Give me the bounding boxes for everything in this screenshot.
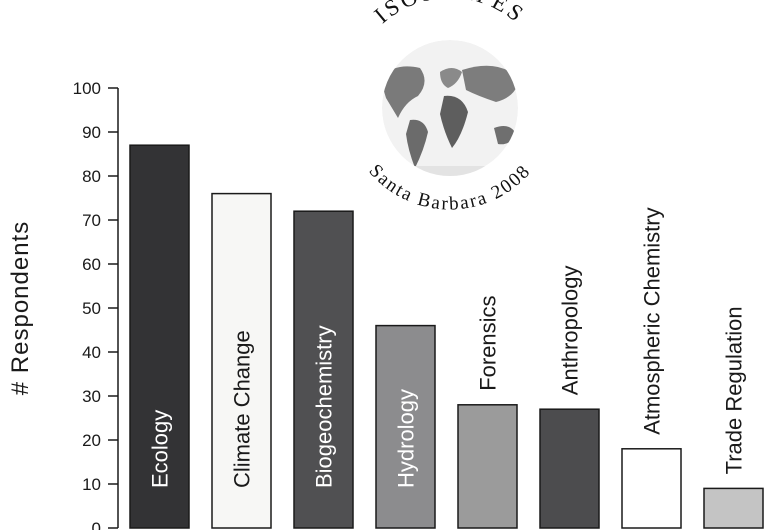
y-tick-label: 80 [82, 167, 101, 186]
y-tick-label: 40 [82, 343, 101, 362]
y-tick-label: 50 [82, 299, 101, 318]
y-tick-label: 70 [82, 211, 101, 230]
y-tick-label: 60 [82, 255, 101, 274]
y-tick-label: 10 [82, 475, 101, 494]
bar-hydrology [375, 324, 436, 529]
bar-biogeochemistry [293, 210, 354, 529]
bar-atmospheric-chemistry [621, 448, 682, 529]
bars [129, 144, 764, 529]
bar-label-climate-change: Climate Change [230, 330, 255, 488]
bar-ecology [129, 144, 190, 529]
y-tick-label: 90 [82, 123, 101, 142]
svg-text:ISOSCAPES: ISOSCAPES [369, 0, 530, 28]
y-axis-ticks: 0 10 20 30 40 50 60 70 80 90 100 [73, 79, 118, 530]
bar-label-anthropology: Anthropology [558, 266, 583, 396]
bar-trade-regulation [703, 487, 764, 529]
bar-label-atmospheric-chemistry: Atmospheric Chemistry [640, 207, 665, 434]
y-tick-label: 20 [82, 431, 101, 450]
y-tick-label: 30 [82, 387, 101, 406]
bar-label-hydrology: Hydrology [394, 389, 419, 488]
y-axis-title: # Respondents [7, 221, 34, 395]
logo-top-text: ISOSCAPES [369, 0, 527, 28]
bar-label-biogeochemistry: Biogeochemistry [312, 325, 337, 488]
bar-anthropology [539, 408, 600, 529]
bar-label-forensics: Forensics [476, 295, 501, 390]
bar-forensics [457, 404, 518, 529]
bar-climate-change [211, 192, 272, 529]
isoscapes-logo: ISOSCAPES Santa Barbara 2008 [365, 0, 534, 215]
bar-label-ecology: Ecology [148, 410, 173, 488]
bar-label-trade-regulation: Trade Regulation [722, 306, 747, 474]
y-tick-label: 100 [73, 79, 101, 98]
world-map-icon [382, 40, 518, 176]
bar-labels: Ecology Climate Change Biogeochemistry Hydr… [148, 207, 747, 488]
y-tick-label: 0 [92, 519, 101, 530]
